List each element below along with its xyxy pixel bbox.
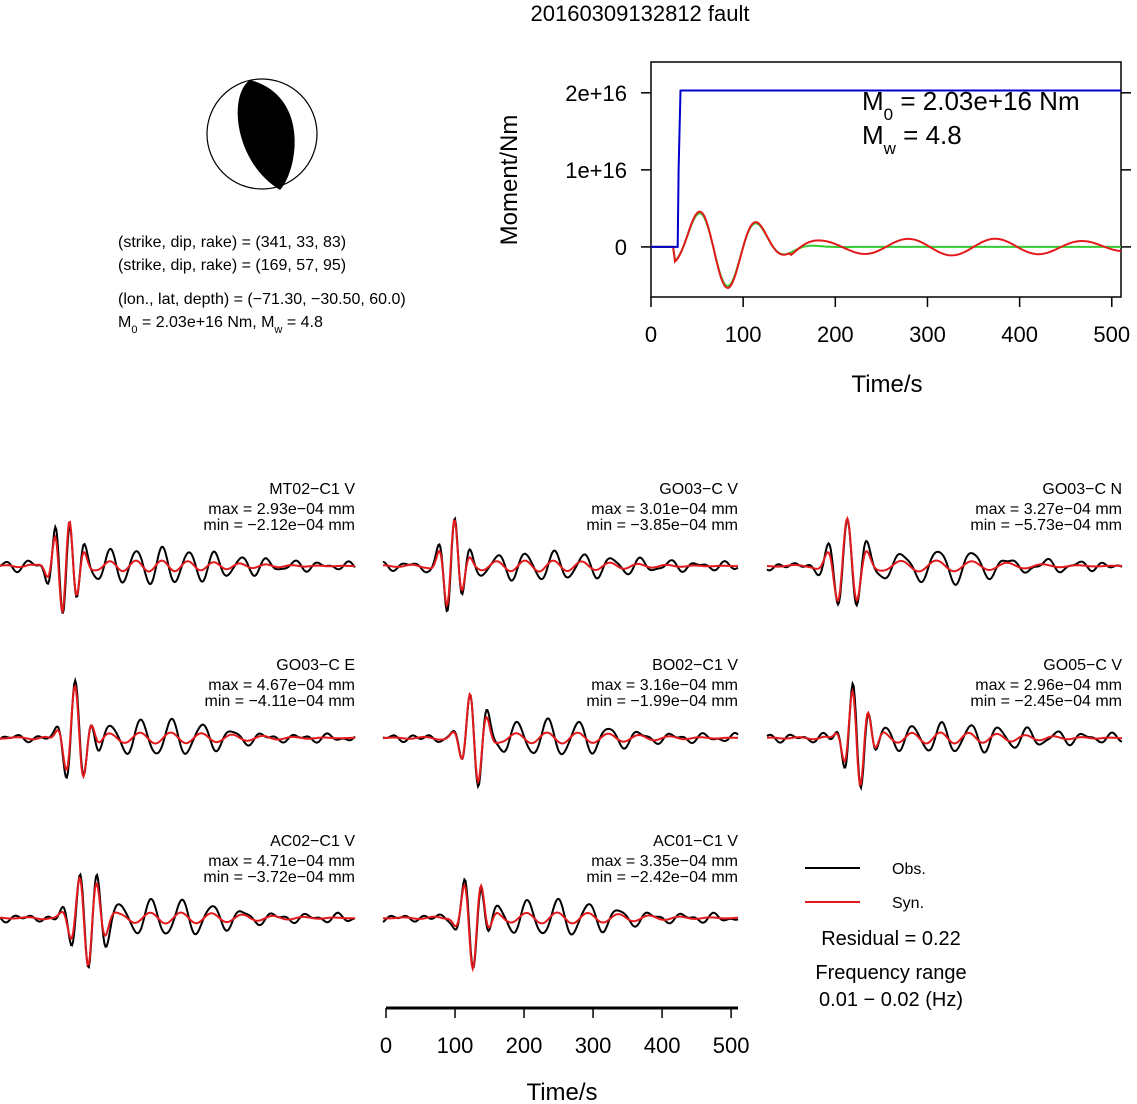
green-function-line (651, 212, 1121, 287)
syn-waveform (0, 683, 355, 780)
legend-syn-label: Syn. (892, 895, 924, 912)
time-axis-tick-label: 400 (644, 1033, 681, 1058)
time-axis-tick-label: 500 (713, 1033, 750, 1058)
station-max: max = 3.27e−04 mm (975, 501, 1122, 518)
station-max: max = 3.35e−04 mm (591, 853, 738, 870)
station-min: min = −3.85e−04 mm (586, 517, 738, 534)
syn-waveform (382, 882, 738, 973)
moment-x-tick-label: 200 (817, 322, 854, 347)
station-name: BO02−C1 V (652, 657, 738, 674)
station-max: max = 2.93e−04 mm (208, 501, 355, 518)
moment-y-tick-label: 2e+16 (565, 81, 627, 106)
focal-mechanism-beachball (206, 78, 318, 190)
legend: Obs. Syn. (805, 861, 926, 912)
location-text: (lon., lat, depth) = (−71.30, −30.50, 60… (118, 291, 406, 308)
station-name: AC02−C1 V (270, 833, 355, 850)
plane1-text: (strike, dip, rake) = (341, 33, 83) (118, 234, 346, 251)
station-max: max = 3.01e−04 mm (591, 501, 738, 518)
obs-waveform (0, 872, 356, 970)
syn-waveform (382, 691, 738, 785)
station-max: max = 3.16e−04 mm (591, 677, 738, 694)
syn-waveform (0, 876, 356, 967)
station-name: GO03−C N (1042, 481, 1122, 498)
legend-obs-label: Obs. (892, 861, 926, 878)
station-name: GO03−C V (659, 481, 738, 498)
station-min: min = −2.42e−04 mm (586, 869, 738, 886)
moment-annotation-mw: Mw = 4.8 (862, 120, 962, 158)
station-name: AC01−C1 V (653, 833, 738, 850)
time-axis-tick-label: 100 (437, 1033, 474, 1058)
moment-x-tick-label: 100 (725, 322, 762, 347)
station-name: MT02−C1 V (269, 481, 355, 498)
time-axis-tick-label: 0 (380, 1033, 392, 1058)
waveform-time-axis: Time/s 0 100 200 300 400 500 (380, 1006, 750, 1104)
station-name: GO03−C E (276, 657, 355, 674)
moment-x-tick-label: 300 (909, 322, 946, 347)
obs-waveform (382, 877, 739, 971)
station-name: GO05−C V (1043, 657, 1122, 674)
moment-plot-frame (650, 61, 1122, 298)
residual-text: Residual = 0.22 (821, 928, 961, 950)
moment-y-tick-label: 0 (615, 235, 627, 260)
time-axis-tick-label: 300 (575, 1033, 612, 1058)
station-min: min = −3.72e−04 mm (203, 869, 355, 886)
station-min: min = −1.99e−04 mm (586, 693, 738, 710)
obs-waveform (766, 680, 1123, 792)
moment-y-ticks: 0 1e+16 2e+16 (565, 81, 1131, 260)
station-max: max = 4.67e−04 mm (208, 677, 355, 694)
station-min: min = −2.45e−04 mm (970, 693, 1122, 710)
moment-annotation-m0: M0 = 2.03e+16 Nm (862, 86, 1080, 124)
station-min: min = −2.12e−04 mm (203, 517, 355, 534)
station-max: max = 2.96e−04 mm (975, 677, 1122, 694)
frequency-range-value: 0.01 − 0.02 (Hz) (819, 989, 963, 1011)
moment-y-tick-label: 1e+16 (565, 158, 627, 183)
figure-title: 20160309132812 fault (531, 1, 750, 26)
frequency-range-title: Frequency range (815, 962, 966, 984)
cumulative-moment-line (651, 89, 1121, 248)
moment-y-axis-label: Moment/Nm (496, 115, 523, 246)
moment-x-tick-label: 400 (1001, 322, 1038, 347)
obs-waveform (766, 516, 1123, 608)
station-max: max = 4.71e−04 mm (208, 853, 355, 870)
plane2-text: (strike, dip, rake) = (169, 57, 95) (118, 257, 346, 274)
moment-x-ticks: 0 100 200 300 400 500 (645, 297, 1130, 347)
moment-x-tick-label: 0 (645, 322, 657, 347)
syn-waveform (0, 520, 355, 615)
moment-chart: 0 1e+16 2e+16 0 100 200 300 400 500 M0 = 2.03e+… (496, 61, 1131, 398)
station-min: min = −4.11e−04 mm (205, 693, 355, 710)
moment-rate-syn-line (651, 210, 1122, 289)
station-min: min = −5.73e−04 mm (970, 517, 1122, 534)
syn-waveform (767, 687, 1122, 787)
moment-x-axis-label: Time/s (851, 371, 922, 398)
syn-waveform (766, 515, 1123, 603)
syn-waveform (383, 519, 738, 608)
moment-x-tick-label: 500 (1093, 322, 1130, 347)
time-axis-tick-label: 200 (506, 1033, 543, 1058)
moment-text: M0 = 2.03e+16 Nm, Mw = 4.8 (118, 314, 323, 336)
waveform-x-axis-label: Time/s (526, 1079, 597, 1104)
